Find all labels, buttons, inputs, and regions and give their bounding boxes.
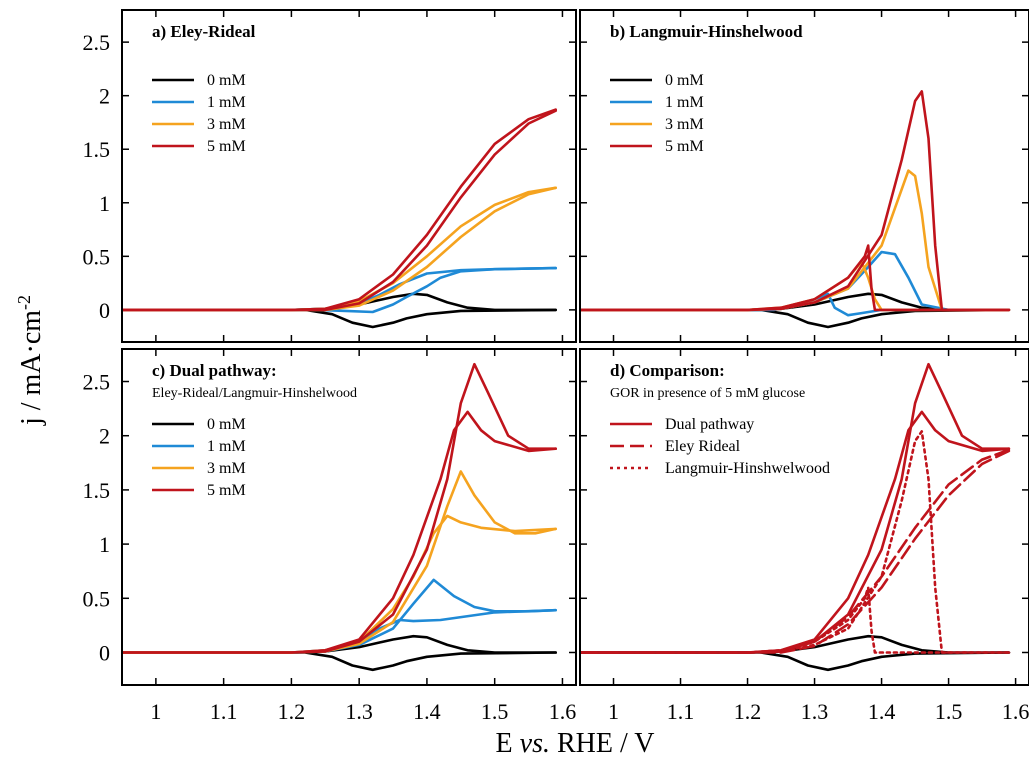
panel-d-x-tick-label: 1.3 (801, 699, 829, 724)
panel-a-frame (121, 9, 577, 343)
panel-a-series-line-7 (122, 109, 558, 312)
panel-a: 0 0.5 1 1.5 2 2.5 a) Eley-Rideal 0 mM 1 mM 3 mM 5 … (83, 9, 577, 343)
panel-c-series-line-5 (122, 514, 558, 654)
panel-c-legend-label: 3 mM (207, 460, 246, 477)
panel-d-series-line-1 (580, 651, 1011, 672)
panel-a-y-tick-label: 1.5 (83, 137, 111, 162)
panel-a-legend-label: 3 mM (207, 116, 246, 133)
panel-d-series-line-4 (580, 448, 1011, 654)
y-axis-title-exponent: -2 (14, 295, 34, 310)
panel-d-series-line-2 (580, 362, 1011, 654)
panel-b-title: b) Langmuir-Hinshelwood (610, 22, 803, 41)
panel-a-legend: 0 mM 1 mM 3 mM 5 mM (152, 72, 246, 155)
panel-c-x-tick-label: 1.1 (210, 699, 238, 724)
panel-a-legend-label: 0 mM (207, 72, 246, 89)
panel-a-legend-label: 5 mM (207, 138, 246, 155)
panel-b-series-line-7 (580, 244, 1011, 312)
panel-c-frame (121, 348, 577, 686)
panel-d-legend: Dual pathway Eley Rideal Langmuir-Hinshwel… (610, 416, 830, 477)
panel-b-legend-label: 0 mM (665, 72, 704, 89)
panel-c-series-line-7 (122, 410, 558, 654)
panel-c-subtitle: Eley-Rideal/Langmuir-Hinshelwood (152, 386, 357, 401)
panel-c-title: c) Dual pathway: (152, 361, 277, 380)
y-axis-title-main: j / mA·cm (16, 310, 47, 426)
panel-c-legend: 0 mM 1 mM 3 mM 5 mM (152, 416, 246, 499)
x-axis-title-suffix: RHE / V (550, 728, 655, 759)
panel-a-series-line-4 (122, 186, 558, 312)
panel-c-y-tick-label: 1.5 (83, 478, 111, 503)
panel-c-series-group (122, 362, 558, 672)
panel-a-legend-label: 1 mM (207, 94, 246, 111)
x-axis-title-prefix: E (496, 728, 520, 759)
panel-d-legend-label: Dual pathway (665, 416, 754, 433)
panel-b-legend-label: 5 mM (665, 138, 704, 155)
panel-c-y-tick-label: 1 (99, 532, 110, 557)
panel-b-series-group (580, 90, 1011, 329)
panel-a-y-tick-label: 0 (99, 298, 110, 323)
panel-d-x-tick-label: 1.2 (734, 699, 762, 724)
panel-d-title: d) Comparison: (610, 361, 725, 380)
panel-c-series-line-4 (122, 470, 558, 654)
panel-d-series-line-7 (580, 586, 1011, 654)
panel-a-series-line-1 (122, 308, 558, 329)
panel-c-y-tick-label: 0.5 (83, 586, 111, 611)
panel-d-subtitle: GOR in presence of 5 mM glucose (610, 386, 805, 401)
panel-a-y-tick-label: 2 (99, 84, 110, 109)
panel-c: 1 1.1 1.2 1.3 1.4 1.5 1.6 0 0.5 1 1.5 2 2.5 c) Dual p… (83, 348, 577, 724)
panel-c-series-line-2 (122, 578, 558, 654)
panel-a-series-line-6 (122, 108, 558, 312)
panel-d-x-tick-label: 1.5 (935, 699, 963, 724)
panels-group: 0 0.5 1 1.5 2 2.5 a) Eley-Rideal 0 mM 1 mM 3 mM 5 … (83, 9, 1029, 724)
x-axis-title: E vs. RHE / V (496, 728, 655, 759)
panel-c-x-tick-label: 1.5 (481, 699, 509, 724)
panel-b-series-line-1 (580, 308, 1011, 329)
panel-d-series-group (580, 362, 1011, 672)
panel-c-y-tick-label: 2.5 (83, 370, 111, 395)
panel-d-x-tick-label: 1.6 (1002, 699, 1029, 724)
panel-b-series-line-5 (580, 260, 1011, 312)
panel-b-series-line-4 (580, 169, 1011, 312)
panel-c-x-tick-label: 1.6 (549, 699, 577, 724)
panel-a-y-tick-label: 1 (99, 191, 110, 216)
panel-d-x-tick-label: 1.4 (868, 699, 896, 724)
panel-d-series-line-5 (580, 449, 1011, 654)
panel-b: b) Langmuir-Hinshelwood 0 mM 1 mM 3 mM 5 mM (579, 9, 1029, 343)
panel-b-legend-label: 3 mM (665, 116, 704, 133)
x-axis-title-italic: vs. (520, 728, 550, 759)
panel-d-x-tick-label: 1 (608, 699, 619, 724)
panel-b-frame (579, 9, 1029, 343)
panel-c-x-tick-label: 1.2 (278, 699, 306, 724)
panel-d-series-line-6 (580, 430, 1011, 654)
panel-c-legend-label: 1 mM (207, 438, 246, 455)
panel-d-x-tick-label: 1.1 (667, 699, 695, 724)
panel-d-legend-label: Eley Rideal (665, 438, 741, 455)
panel-d-frame (579, 348, 1029, 686)
panel-a-y-tick-label: 2.5 (83, 30, 111, 55)
panel-c-x-tick-label: 1.4 (413, 699, 441, 724)
panel-b-legend: 0 mM 1 mM 3 mM 5 mM (610, 72, 704, 155)
panel-c-y-tick-label: 0 (99, 640, 110, 665)
panel-c-y-tick-label: 2 (99, 424, 110, 449)
panel-b-series-line-2 (580, 250, 1011, 312)
y-axis-title: j / mA·cm-2 (14, 295, 47, 426)
panel-c-series-line-1 (122, 651, 558, 672)
panel-c-legend-label: 5 mM (207, 482, 246, 499)
panel-a-series-group (122, 108, 558, 329)
panel-d-series-line-3 (580, 410, 1011, 654)
panel-c-x-tick-label: 1 (150, 699, 161, 724)
panel-d-legend-label: Langmuir-Hinshwelwood (665, 460, 830, 477)
panel-c-legend-label: 0 mM (207, 416, 246, 433)
panel-a-series-line-3 (122, 266, 558, 314)
panel-b-legend-label: 1 mM (665, 94, 704, 111)
panel-a-y-tick-label: 0.5 (83, 244, 111, 269)
panel-c-x-tick-label: 1.3 (345, 699, 373, 724)
panel-a-title: a) Eley-Rideal (152, 22, 256, 41)
panel-d: 1 1.1 1.2 1.3 1.4 1.5 1.6 d) Comparison: GOR in … (579, 348, 1029, 724)
